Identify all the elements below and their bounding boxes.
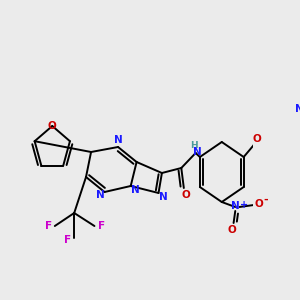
Text: O: O — [227, 225, 236, 235]
Text: -: - — [263, 195, 268, 205]
Text: H: H — [190, 140, 198, 149]
Text: O: O — [181, 190, 190, 200]
Text: +: + — [240, 200, 248, 210]
Text: O: O — [254, 199, 263, 209]
Text: F: F — [98, 221, 105, 231]
Text: F: F — [64, 235, 71, 245]
Text: N: N — [295, 104, 300, 114]
Text: N: N — [193, 147, 202, 157]
Text: N: N — [131, 185, 140, 195]
Text: O: O — [48, 121, 57, 131]
Text: O: O — [253, 134, 262, 144]
Text: F: F — [44, 221, 52, 231]
Text: N: N — [231, 201, 240, 211]
Text: N: N — [114, 135, 122, 145]
Text: N: N — [159, 192, 168, 202]
Text: N: N — [96, 190, 105, 200]
